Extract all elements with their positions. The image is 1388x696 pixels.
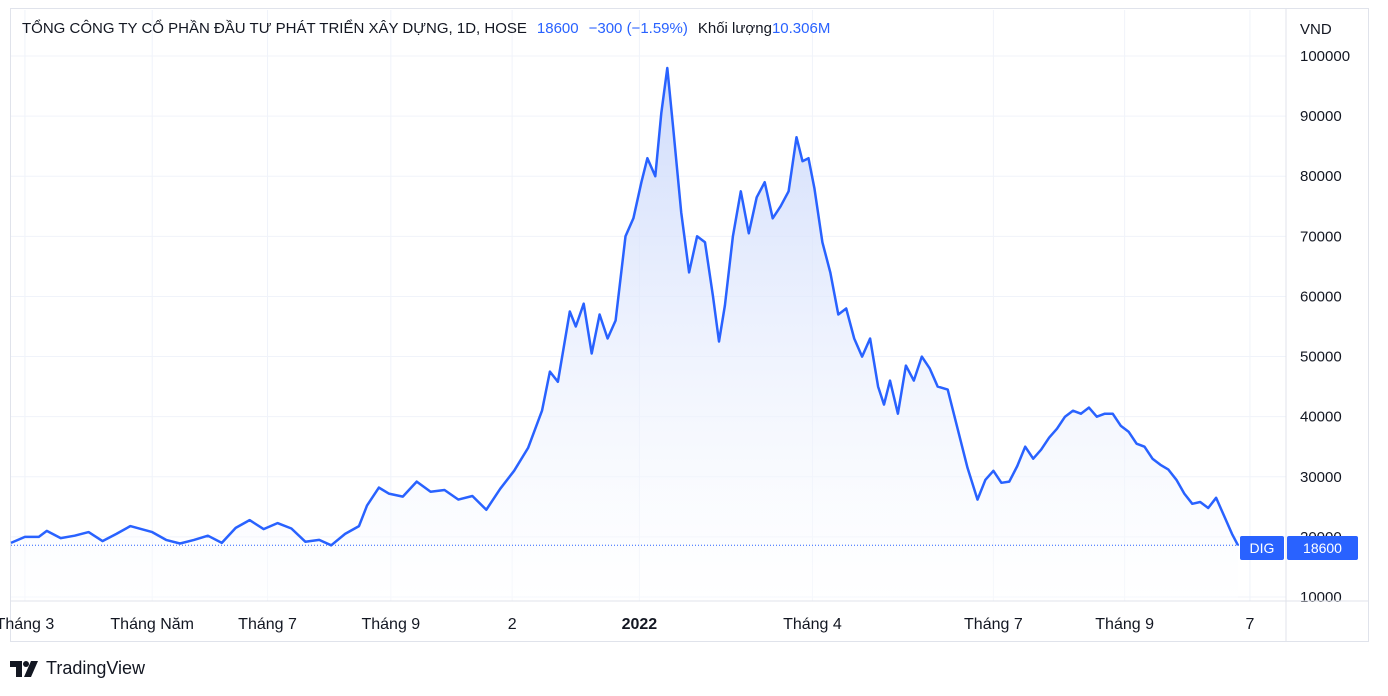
last-price: 18600 [536,20,579,37]
x-tick-label: Tháng 9 [361,616,420,633]
x-tick-label: Tháng Năm [110,616,194,633]
y-tick-label: 60000 [1300,288,1342,305]
y-tick-label: 40000 [1300,409,1342,426]
y-tick-label: 80000 [1300,168,1342,185]
x-tick-label: Tháng 9 [1095,616,1154,633]
brand-name: TradingView [46,658,146,678]
symbol-price-tag: DIG [1240,536,1284,560]
x-tick-label: Tháng 4 [783,616,842,633]
x-tick-label: Tháng 7 [238,616,297,633]
y-tick-label: 100000 [1300,48,1350,65]
x-tick-label: Tháng 3 [0,616,54,633]
tradingview-icon [10,660,38,677]
currency-label: VND [1300,21,1332,38]
volume-value: 10.306M [771,20,831,37]
axes: 100000 90000 80000 70000 60000 50000 40000 3000… [0,9,1368,641]
series-area-fill [11,68,1238,601]
chart-frame [10,8,1369,642]
y-tick-label: 10000 [1300,589,1342,606]
tradingview-logo[interactable]: TradingView [10,658,145,679]
x-tick-label: Tháng 7 [964,616,1023,633]
symbol-title: TỔNG CÔNG TY CỔ PHẦN ĐẦU TƯ PHÁT TRIỂN X… [22,20,527,37]
x-tick-label: 7 [1245,616,1254,633]
y-tick-label: 90000 [1300,108,1342,125]
y-tick-label: 30000 [1300,469,1342,486]
volume-label: Khối lượng [697,20,772,37]
last-price-tag: 18600 [1287,536,1358,560]
series-line-dig [10,66,1240,547]
price-change: −300 (−1.59%) [588,20,688,37]
series-layer [10,66,1240,601]
x-tick-label: 2022 [622,616,658,633]
x-tick-label: 2 [508,616,517,633]
chart-legend: TỔNG CÔNG TY CỔ PHẦN ĐẦU TƯ PHÁT TRIỂN X… [22,20,830,37]
y-tick-label: 70000 [1300,228,1342,245]
y-tick-label: 50000 [1300,349,1342,366]
